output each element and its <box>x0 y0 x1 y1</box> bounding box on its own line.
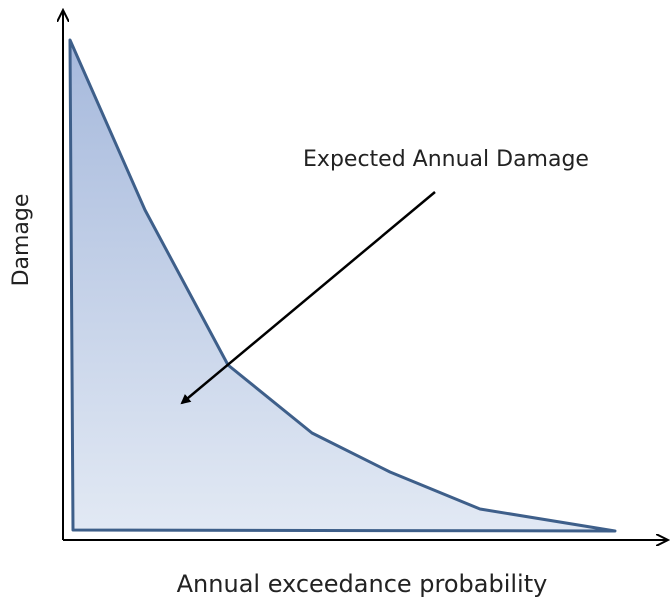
annotation-arrow <box>180 191 436 405</box>
damage-area <box>68 38 617 533</box>
y-axis-label: Damage <box>9 194 34 287</box>
x-axis-label: Annual exceedance probability <box>177 570 548 598</box>
annotation: Expected Annual Damage <box>303 147 589 172</box>
